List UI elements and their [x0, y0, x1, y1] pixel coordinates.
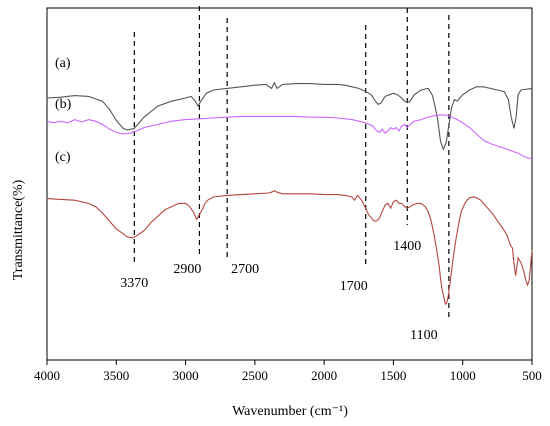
series-line [47, 115, 532, 159]
x-tick-label: 3500 [103, 368, 129, 383]
x-tick-label: 3000 [173, 368, 199, 383]
y-axis-title: Transmittance(%) [11, 179, 26, 280]
series-label: (c) [55, 150, 71, 165]
x-axis-title: Wavenumber (cm⁻¹) [232, 404, 348, 419]
peak-label: 1400 [393, 239, 421, 254]
peak-label: 1100 [410, 328, 437, 343]
x-tick-label: 1000 [450, 368, 476, 383]
x-tick-label: 2000 [311, 368, 337, 383]
plot-area [47, 8, 532, 360]
plot-frame [47, 8, 532, 360]
series-layer [47, 83, 532, 304]
x-tick-label: 4000 [34, 368, 60, 383]
series-label: (b) [55, 97, 72, 112]
series-labels: (a) (b) (c) [55, 56, 72, 165]
peak-label: 3370 [120, 276, 148, 291]
peak-label: 2900 [173, 262, 201, 277]
peak-label: 2700 [231, 262, 259, 277]
x-axis: 4000 3500 3000 2500 2000 1500 1000 500 [34, 360, 542, 383]
series-label: (a) [55, 56, 71, 71]
peak-labels: 3370 2900 2700 1700 1400 1100 [120, 239, 437, 343]
x-tick-label: 2500 [242, 368, 268, 383]
x-tick-label: 1500 [380, 368, 406, 383]
x-tick-label: 500 [522, 368, 542, 383]
peak-label: 1700 [340, 279, 368, 294]
